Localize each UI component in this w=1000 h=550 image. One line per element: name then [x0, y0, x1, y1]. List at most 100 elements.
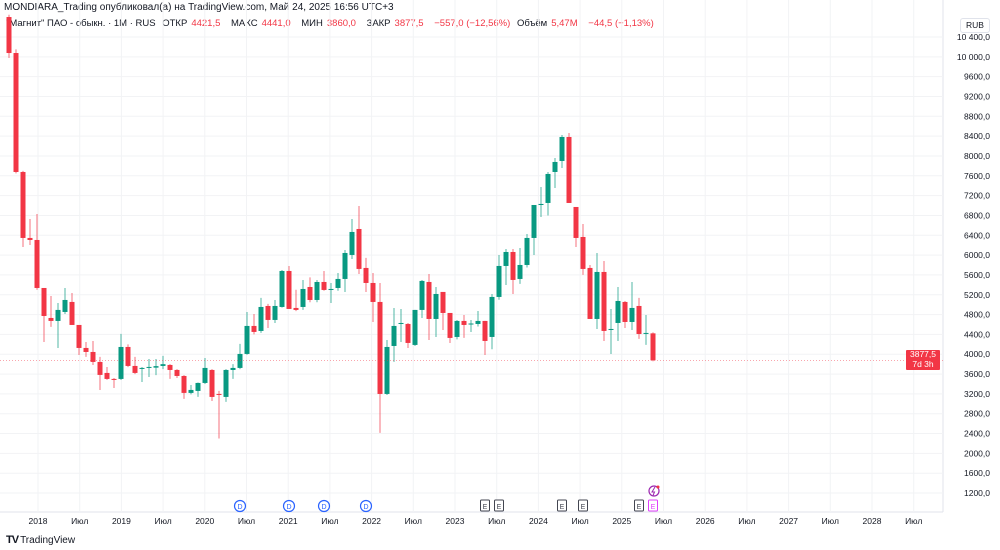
- candle-body: [573, 206, 579, 238]
- price-tick-label: 1200,0: [964, 488, 990, 498]
- candle: [62, 287, 68, 314]
- candle-body: [167, 364, 173, 370]
- candle: [13, 49, 19, 174]
- candle: [559, 134, 565, 168]
- svg-text:D: D: [286, 504, 291, 511]
- time-tick-label: 2018: [29, 516, 48, 526]
- dividend-marker[interactable]: D: [359, 499, 373, 513]
- candle: [391, 307, 397, 362]
- price-tick-label: 1600,0: [964, 468, 990, 478]
- volume-label: Объём: [516, 18, 548, 29]
- candle: [223, 369, 229, 402]
- candle-body: [552, 161, 558, 172]
- candle: [244, 311, 250, 355]
- candle: [20, 170, 26, 247]
- candles: [6, 14, 656, 439]
- candle-body: [202, 367, 208, 383]
- candle-body: [174, 369, 180, 376]
- candle-body: [230, 367, 236, 370]
- time-tick-label: Июл: [71, 516, 88, 526]
- candle-body: [447, 312, 453, 338]
- time-tick-label: 2028: [863, 516, 882, 526]
- price-tick-label: 10 000,0: [957, 52, 990, 62]
- svg-text:D: D: [321, 504, 326, 511]
- svg-text:E: E: [483, 504, 488, 511]
- candle: [216, 390, 222, 439]
- candle-body: [510, 251, 516, 280]
- candle: [139, 366, 145, 382]
- candle: [237, 343, 243, 370]
- symbol-name[interactable]: "Магнит" ПАО - обыкн. · 1M · RUS: [6, 18, 156, 29]
- candle: [412, 309, 418, 346]
- earnings-marker[interactable]: E: [634, 499, 644, 512]
- split-lightning-icon[interactable]: [648, 485, 660, 497]
- dividend-marker[interactable]: D: [317, 499, 331, 513]
- candle-body: [188, 389, 194, 393]
- candle-body: [412, 309, 418, 345]
- candle: [272, 299, 278, 324]
- candle-body: [384, 346, 390, 394]
- time-tick-label: 2026: [696, 516, 715, 526]
- earnings-marker[interactable]: E: [494, 499, 504, 512]
- earnings-marker[interactable]: E: [557, 499, 567, 512]
- candle-body: [314, 281, 320, 300]
- candle: [538, 186, 544, 217]
- time-tick-label: 2024: [529, 516, 548, 526]
- candle-body: [90, 351, 96, 362]
- price-axis: 10 400,0 10 000,0 9600,0 9200,0 8800,0 8400,0…: [957, 32, 990, 498]
- candle-body: [69, 301, 75, 325]
- candle-body: [293, 307, 299, 310]
- candle: [643, 314, 649, 345]
- candle-body: [426, 281, 432, 319]
- candle: [202, 357, 208, 384]
- candle-body: [566, 136, 572, 203]
- earnings-marker[interactable]: E: [578, 499, 588, 512]
- candle: [293, 289, 299, 312]
- candle: [496, 254, 502, 300]
- price-tick-label: 3200,0: [964, 389, 990, 399]
- candle-body: [363, 267, 369, 283]
- candle-body: [356, 228, 362, 269]
- candle: [426, 273, 432, 340]
- candle-body: [146, 366, 152, 368]
- price-tick-label: 6000,0: [964, 250, 990, 260]
- time-tick-label: Июл: [738, 516, 755, 526]
- candle: [503, 248, 509, 285]
- candle: [265, 303, 271, 328]
- price-tick-label: 4400,0: [964, 329, 990, 339]
- candle-body: [545, 173, 551, 203]
- candle-body: [594, 271, 600, 319]
- close-value: 3877,5: [394, 18, 424, 29]
- brand-name[interactable]: TradingView: [20, 534, 76, 546]
- candle-body: [223, 369, 229, 397]
- publication-info: MONDIARA_Trading опубликовал(а) на Tradi…: [4, 2, 394, 13]
- currency-button[interactable]: RUB: [960, 18, 990, 33]
- time-tick-label: Июл: [655, 516, 672, 526]
- time-tick-label: 2025: [612, 516, 631, 526]
- price-tick-label: 8400,0: [964, 131, 990, 141]
- candle-body: [419, 280, 425, 310]
- candle: [6, 14, 12, 59]
- candle-body: [342, 252, 348, 279]
- candle: [41, 287, 47, 342]
- candle-body: [111, 378, 117, 380]
- candle-body: [335, 278, 341, 288]
- price-tick-label: 7600,0: [964, 171, 990, 181]
- earnings-marker[interactable]: E: [480, 499, 490, 512]
- candle: [328, 282, 334, 303]
- tradingview-logo-icon: TV: [6, 534, 19, 546]
- candle: [454, 320, 460, 340]
- candle: [230, 364, 236, 379]
- candle: [580, 223, 586, 275]
- candle-body: [622, 301, 628, 322]
- price-tick-label: 4000,0: [964, 349, 990, 359]
- earnings-marker[interactable]: E: [648, 499, 658, 512]
- candle: [405, 322, 411, 348]
- candle-body: [286, 270, 292, 309]
- candle-body: [538, 203, 544, 205]
- dividend-marker[interactable]: D: [282, 499, 296, 513]
- dividend-marker[interactable]: D: [233, 499, 247, 513]
- time-tick-label: Июл: [905, 516, 922, 526]
